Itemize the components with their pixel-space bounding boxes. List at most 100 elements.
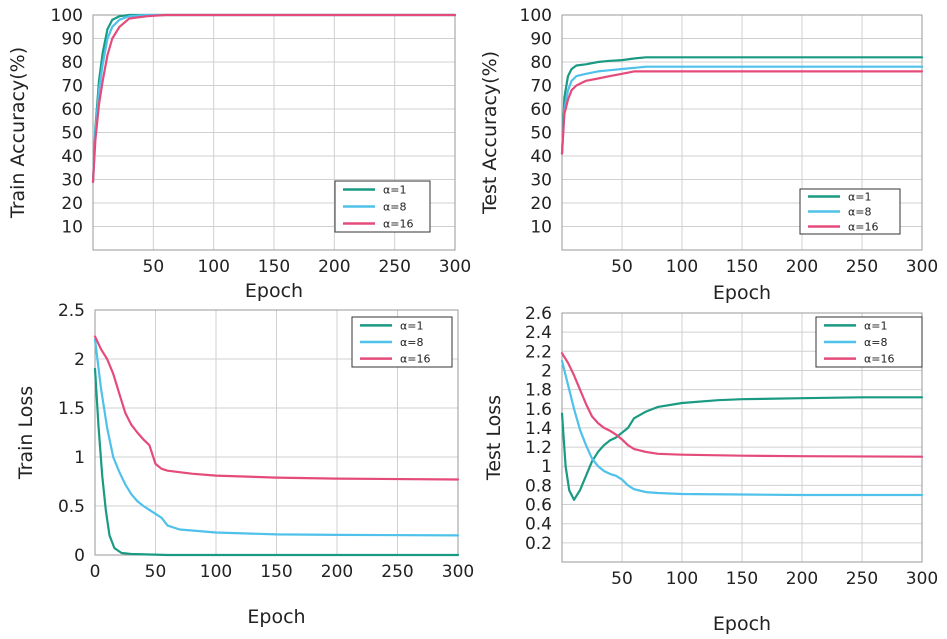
series-line	[560, 65, 924, 155]
x-tick-label: 150	[260, 562, 292, 582]
legend-label: α=1	[400, 319, 423, 332]
y-tick-label: 10	[61, 218, 83, 238]
test-accuracy-plot: 50 100 150 200 250 300 10 20 30 40 50 60 70 80 90 100 Ep…	[479, 6, 938, 304]
y-axis-title: Train Loss	[15, 386, 37, 480]
legend-label: α=8	[383, 201, 406, 214]
y-tick-label: 0.5	[58, 497, 85, 517]
series-line	[93, 367, 460, 557]
x-tick-label: 50	[611, 257, 633, 277]
series-line	[560, 396, 924, 501]
x-tick-label: 300	[442, 562, 474, 582]
y-tick-label: 20	[530, 194, 552, 214]
y-tick-label: 2.5	[58, 301, 85, 321]
x-tick-label: 250	[846, 257, 878, 277]
x-tick-label: 150	[258, 257, 290, 277]
y-tick-label: 2	[74, 350, 85, 370]
y-tick-label: 2.4	[525, 323, 552, 343]
x-tick-label: 250	[378, 257, 410, 277]
x-tick-label: 300	[439, 257, 471, 277]
plot-frame	[561, 312, 923, 563]
x-tick-label: 100	[197, 257, 229, 277]
y-tick-label: 60	[61, 100, 83, 120]
legend: α=1 α=8 α=16	[799, 188, 901, 235]
x-tick-label: 100	[666, 257, 698, 277]
y-tick-label: 1.4	[525, 419, 552, 439]
legend-label: α=16	[383, 218, 413, 231]
legend: α=1 α=8 α=16	[351, 316, 453, 368]
x-tick-label: 200	[321, 562, 353, 582]
x-tick-label: 100	[200, 562, 232, 582]
x-tick-label: 100	[666, 569, 698, 589]
legend-label: α=8	[864, 336, 887, 349]
y-tick-label: 100	[51, 6, 83, 26]
train-accuracy-plot: 50 100 150 200 250 300 10 20 30 40 50 60 70 80 90 100 Ep…	[7, 6, 471, 302]
x-tick-label: 50	[611, 569, 633, 589]
x-tick-label: 150	[726, 569, 758, 589]
legend: α=1 α=8 α=16	[815, 316, 923, 368]
y-tick-label: 0	[74, 546, 85, 566]
y-tick-label: 90	[530, 30, 552, 50]
x-tick-label: 200	[318, 257, 350, 277]
x-tick-label: 200	[786, 569, 818, 589]
x-axis-title: Epoch	[245, 280, 303, 302]
y-axis-title: Test Loss	[483, 395, 505, 481]
legend: α=1 α=8 α=16	[334, 180, 431, 233]
series-line	[93, 335, 460, 481]
y-tick-label: 80	[530, 53, 552, 73]
y-tick-label: 1.5	[58, 399, 85, 419]
y-tick-label: 100	[520, 6, 552, 26]
y-tick-label: 1	[541, 457, 552, 477]
y-tick-label: 2	[541, 361, 552, 381]
legend-label: α=8	[400, 336, 423, 349]
y-tick-label: 70	[530, 77, 552, 97]
y-tick-label: 0.4	[525, 515, 552, 535]
y-tick-label: 10	[530, 218, 552, 238]
x-tick-label: 50	[145, 562, 167, 582]
legend-label: α=16	[400, 353, 430, 366]
y-tick-label: 30	[530, 171, 552, 191]
x-tick-label: 250	[846, 569, 878, 589]
test-loss-plot: 50 100 150 200 250 300 0.20.40.60.811.21.41.61…	[483, 304, 938, 635]
x-tick-label: 150	[726, 257, 758, 277]
x-tick-label: 200	[786, 257, 818, 277]
y-tick-label: 1.8	[525, 381, 552, 401]
x-axis-title: Epoch	[713, 282, 771, 304]
y-axis-title: Train Accuracy(%)	[7, 47, 29, 219]
y-tick-label: 0.8	[525, 476, 552, 496]
x-tick-label: 300	[906, 257, 938, 277]
series-line	[560, 359, 924, 497]
y-tick-label: 1.2	[525, 438, 552, 458]
legend-label: α=1	[864, 319, 887, 332]
x-tick-label: 300	[906, 569, 938, 589]
y-tick-label: 20	[61, 194, 83, 214]
test-loss-chart: 50 100 150 200 250 300 0.2 0.4 0.6 0.8 1 1.2 1.4 1.6 1…	[470, 304, 947, 639]
train-accuracy-chart: 50 100 150 200 250 300 10 20 30 40 50 60 70 80 90 100 Ep…	[0, 0, 471, 310]
series-line	[560, 56, 924, 155]
y-tick-label: 30	[61, 171, 83, 191]
legend-label: α=16	[848, 221, 878, 234]
y-tick-label: 60	[530, 100, 552, 120]
y-tick-label: 70	[61, 77, 83, 97]
y-tick-label: 40	[530, 147, 552, 167]
y-tick-label: 2.6	[525, 304, 552, 324]
y-tick-label: 1	[74, 448, 85, 468]
legend-label: α=8	[848, 206, 871, 219]
series-line	[560, 70, 924, 155]
y-tick-label: 50	[61, 124, 83, 144]
y-tick-label: 2.2	[525, 342, 552, 362]
y-tick-label: 1.6	[525, 400, 552, 420]
y-tick-label: 40	[61, 147, 83, 167]
x-tick-label: 0	[90, 562, 101, 582]
series-line	[93, 338, 460, 537]
y-tick-label: 90	[61, 30, 83, 50]
x-tick-label: 50	[143, 257, 165, 277]
legend-label: α=1	[848, 191, 871, 204]
train-loss-plot: 0 50 100 150 200 250 300 0 0.5 1 1.5 2 2.5 Epoch Train…	[15, 301, 474, 628]
x-tick-label: 250	[381, 562, 413, 582]
test-accuracy-chart: 50 100 150 200 250 300 10 20 30 40 50 60 70 80 90 100 Ep…	[470, 0, 947, 310]
x-axis-title: Epoch	[247, 606, 305, 628]
legend-label: α=1	[383, 184, 406, 197]
y-tick-label: 0.2	[525, 534, 552, 554]
y-tick-label: 0.6	[525, 496, 552, 516]
y-tick-label: 80	[61, 53, 83, 73]
